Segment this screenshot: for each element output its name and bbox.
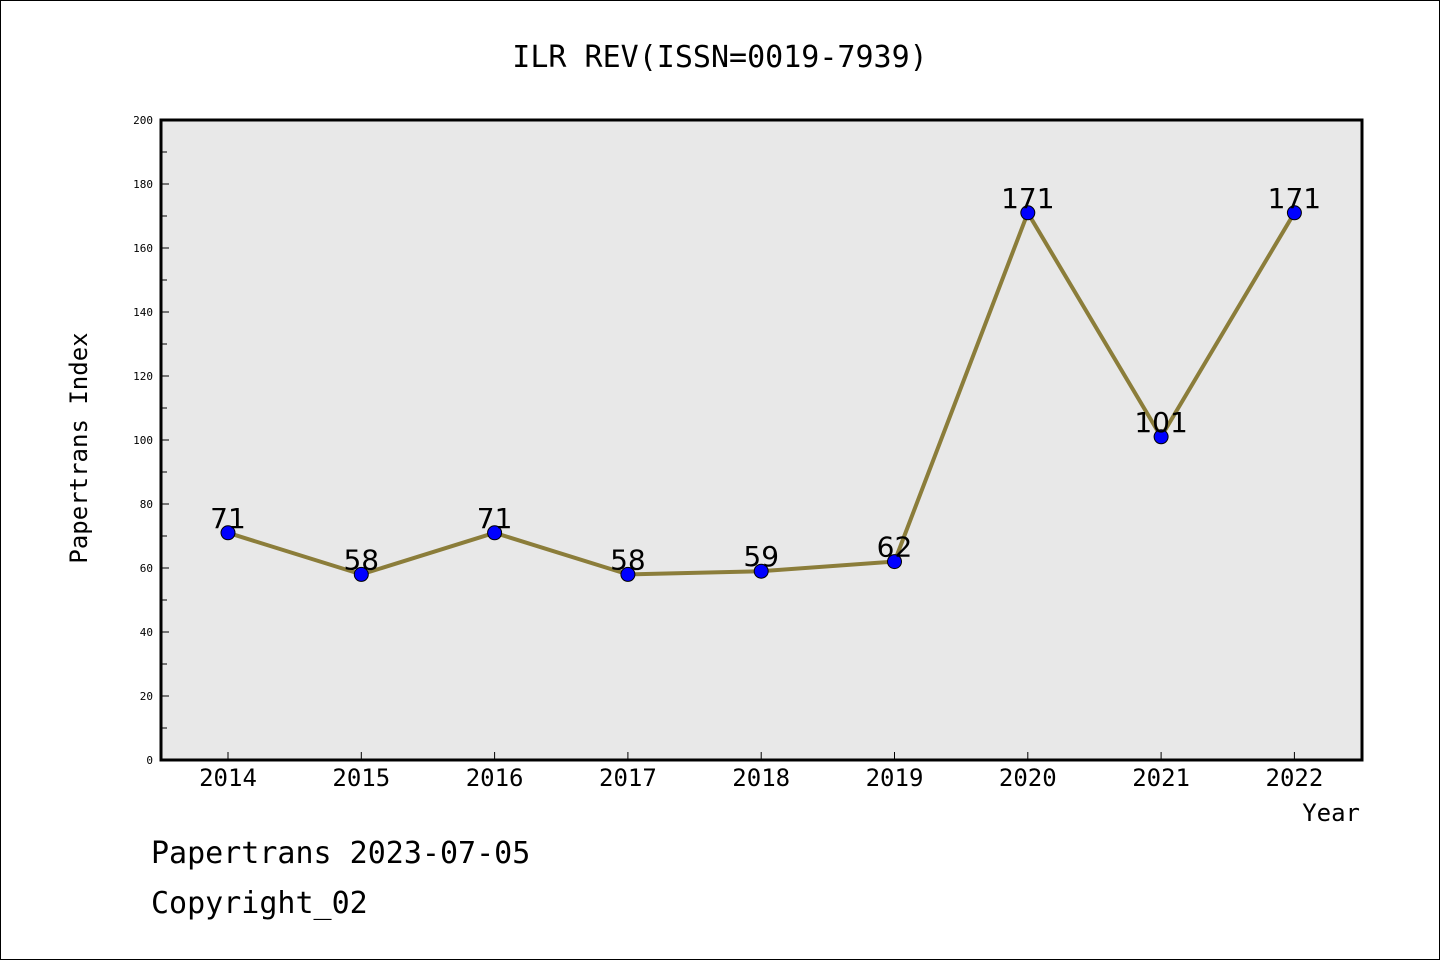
x-tick-label: 2015 bbox=[332, 764, 390, 792]
x-tick-label: 2021 bbox=[1132, 764, 1190, 792]
x-tick-label: 2016 bbox=[466, 764, 524, 792]
footer-copyright: Copyright_02 bbox=[151, 886, 368, 921]
data-point bbox=[1286, 205, 1302, 221]
y-tick-label: 100 bbox=[133, 434, 153, 447]
x-tick-label: 2017 bbox=[599, 764, 657, 792]
x-tick-label: 2022 bbox=[1266, 764, 1324, 792]
data-labels: 71 58 71 58 59 62 171 101 171 bbox=[210, 182, 1321, 577]
data-point bbox=[220, 525, 236, 541]
y-tick-label: 140 bbox=[133, 306, 153, 319]
data-points bbox=[220, 205, 1302, 582]
data-label: 71 bbox=[210, 502, 246, 535]
y-tick-label: 80 bbox=[140, 498, 153, 511]
data-point bbox=[353, 566, 369, 582]
x-tick-label: 2018 bbox=[732, 764, 790, 792]
x-tick-label: 2014 bbox=[199, 764, 257, 792]
x-tick-label: 2019 bbox=[866, 764, 924, 792]
data-label: 171 bbox=[1268, 182, 1321, 215]
y-tick-label: 0 bbox=[146, 754, 153, 767]
data-label: 101 bbox=[1134, 406, 1187, 439]
x-tick-label: 2020 bbox=[999, 764, 1057, 792]
data-point bbox=[753, 563, 769, 579]
data-label: 62 bbox=[877, 531, 913, 564]
x-axis: 2014 2015 2016 2017 2018 2019 2020 2021 2022 bbox=[199, 752, 1323, 792]
y-tick-label: 200 bbox=[133, 114, 153, 127]
y-tick-label: 160 bbox=[133, 242, 153, 255]
data-point bbox=[1020, 205, 1036, 221]
y-tick-label: 180 bbox=[133, 178, 153, 191]
data-point bbox=[620, 566, 636, 582]
y-axis-label: Papertrans Index bbox=[65, 332, 93, 563]
y-tick-label: 120 bbox=[133, 370, 153, 383]
x-axis-label: Year bbox=[1302, 799, 1360, 827]
data-point bbox=[1153, 429, 1169, 445]
y-tick-label: 60 bbox=[140, 562, 153, 575]
data-label: 71 bbox=[477, 502, 513, 535]
y-tick-label: 40 bbox=[140, 626, 153, 639]
chart-title: ILR REV(ISSN=0019-7939) bbox=[512, 40, 927, 75]
footer-date: Papertrans 2023-07-05 bbox=[151, 836, 531, 871]
data-label: 58 bbox=[610, 543, 646, 576]
data-point bbox=[487, 525, 503, 541]
data-point bbox=[887, 554, 902, 570]
y-tick-label: 20 bbox=[140, 690, 153, 703]
data-label: 59 bbox=[743, 540, 779, 573]
data-label: 171 bbox=[1001, 182, 1054, 215]
data-label: 58 bbox=[343, 543, 379, 576]
plot-area bbox=[159, 118, 1364, 762]
y-axis: 0 20 40 60 80 100 120 140 160 180 200 bbox=[133, 114, 169, 767]
